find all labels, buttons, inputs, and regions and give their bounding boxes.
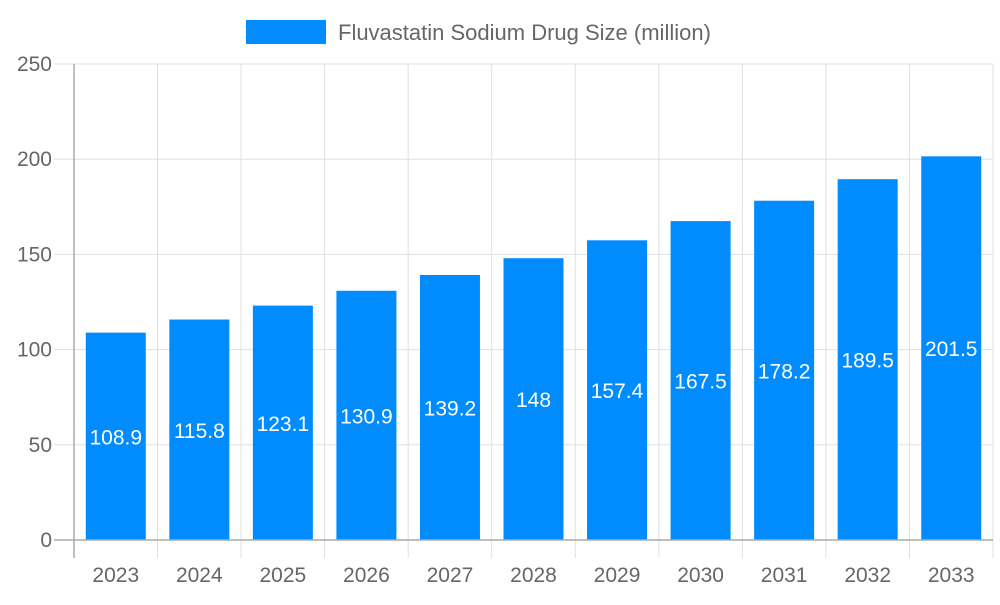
bar: [921, 156, 982, 540]
x-tick-label: 2023: [92, 564, 139, 587]
data-label: 139.2: [424, 397, 477, 420]
y-tick-label: 250: [17, 53, 52, 76]
axes: 0 50 100 150 200 250 2023 2024 2025 2026 2027 2028 2…: [17, 53, 993, 587]
y-tick-label: 200: [17, 148, 52, 171]
data-label: 167.5: [674, 371, 727, 394]
x-tick-label: 2024: [176, 564, 223, 587]
legend-label: Fluvastatin Sodium Drug Size (million): [338, 20, 711, 45]
legend[interactable]: Fluvastatin Sodium Drug Size (million): [246, 20, 711, 45]
bar: [587, 240, 648, 540]
x-tick-label: 2027: [427, 564, 474, 587]
bar: [85, 332, 146, 540]
data-label: 108.9: [89, 426, 142, 449]
y-tick-label: 0: [40, 529, 52, 552]
bar: [169, 319, 230, 540]
bar: [503, 258, 564, 540]
x-tick-label: 2032: [844, 564, 891, 587]
x-tick-label: 2025: [260, 564, 307, 587]
bar: [670, 221, 731, 540]
bars: 108.9 115.8 123.1 130.9 139.2 148 157.4 167.5 17…: [85, 156, 982, 540]
y-tick-label: 100: [17, 339, 52, 362]
bar: [336, 290, 397, 540]
y-tick-label: 150: [17, 243, 52, 266]
x-tick-label: 2033: [928, 564, 975, 587]
bar: [754, 200, 815, 540]
x-tick-label: 2028: [510, 564, 557, 587]
legend-swatch: [246, 20, 326, 44]
grid: [54, 63, 994, 558]
bar: [252, 305, 313, 540]
x-tick-label: 2030: [677, 564, 724, 587]
data-label: 178.2: [758, 360, 811, 383]
y-tick-label: 50: [29, 434, 52, 457]
data-label: 130.9: [340, 405, 393, 428]
data-label: 123.1: [257, 413, 310, 436]
x-tick-label: 2026: [343, 564, 390, 587]
x-tick-label: 2031: [761, 564, 808, 587]
data-label: 201.5: [925, 338, 978, 361]
data-label: 157.4: [591, 380, 644, 403]
bar: [837, 179, 898, 540]
data-label: 189.5: [841, 350, 894, 373]
data-label: 148: [516, 389, 551, 412]
data-label: 115.8: [174, 420, 225, 443]
x-tick-label: 2029: [594, 564, 641, 587]
bar: [419, 274, 480, 540]
